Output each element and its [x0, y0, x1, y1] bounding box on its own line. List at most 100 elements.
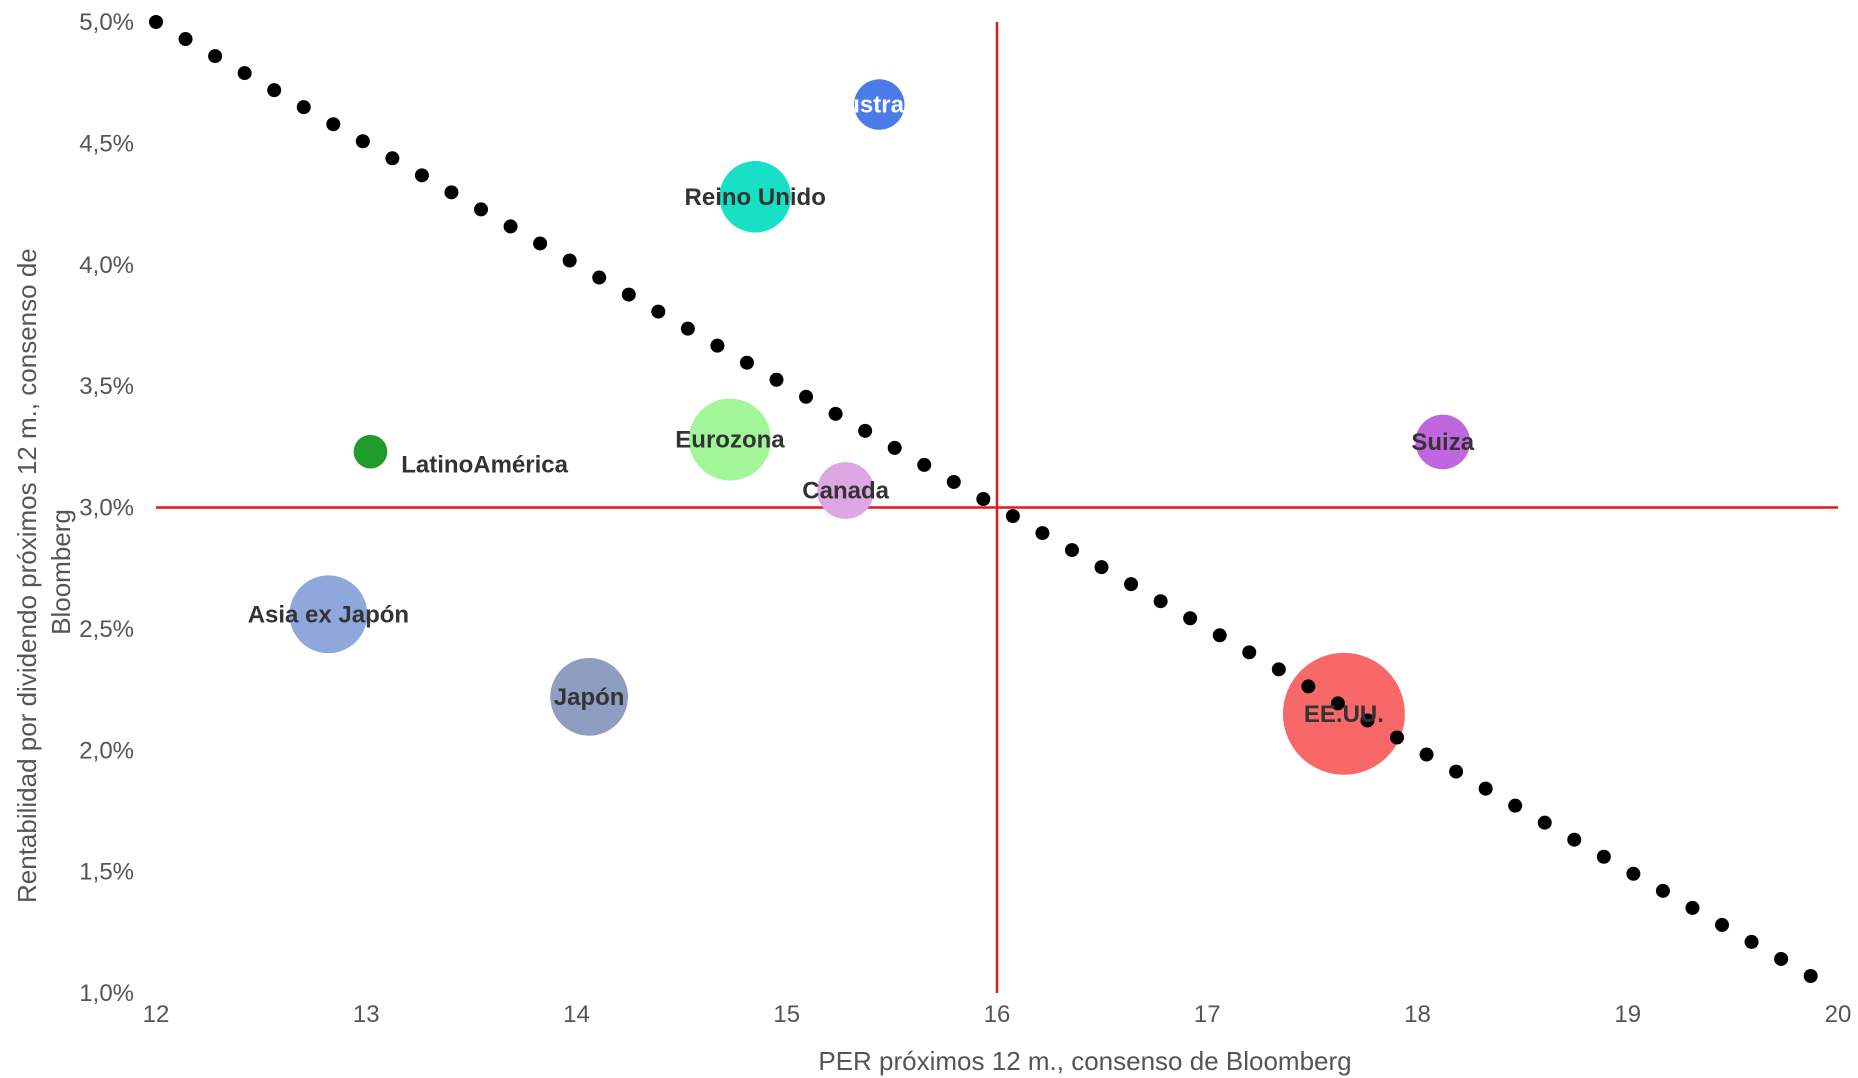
- trend-dot: [296, 100, 311, 115]
- x-tick-label: 18: [1404, 1001, 1431, 1028]
- y-tick-label: 5,0%: [79, 9, 134, 36]
- y-axis-title-line-1: Rentabilidad por dividendo próximos 12 m…: [12, 248, 42, 903]
- trend-dot: [1094, 560, 1109, 575]
- trend-dot: [1478, 781, 1493, 796]
- bubble-australia: [854, 79, 905, 130]
- x-tick-label: 20: [1825, 1001, 1852, 1028]
- trend-dot: [355, 134, 370, 149]
- trend-dot: [828, 406, 843, 421]
- bubble-label: EE.UU.: [1304, 701, 1384, 728]
- trend-dot: [946, 474, 961, 489]
- bubble-jap-n: [550, 657, 629, 736]
- trend-dot: [1774, 951, 1789, 966]
- trend-dot: [1596, 849, 1611, 864]
- trend-line: [149, 15, 1818, 984]
- trend-dot: [533, 236, 548, 251]
- x-axis-title: PER próximos 12 m., consenso de Bloomber…: [818, 1046, 1351, 1076]
- trend-dot: [887, 440, 902, 455]
- trend-dot: [562, 253, 577, 268]
- trend-dot: [710, 338, 725, 353]
- trend-dot: [1064, 543, 1079, 558]
- y-axis-ticks: 1,0% 1,5% 2,0% 2,5% 3,0% 3,5% 4,0% 4,5% 5,0%: [79, 9, 134, 1007]
- trend-dot: [651, 304, 666, 319]
- trend-dot: [267, 83, 282, 98]
- bubble-suiza: [1415, 414, 1471, 470]
- bubble-eurozona: [688, 398, 771, 481]
- trend-dot: [1242, 645, 1257, 660]
- bubbles-layer: [289, 79, 1471, 775]
- trend-dot: [208, 49, 223, 64]
- trend-dot: [1685, 900, 1700, 915]
- trend-dot: [976, 492, 991, 507]
- bubble-label: Asia ex Japón: [248, 601, 409, 628]
- trend-dot: [769, 372, 784, 387]
- trend-dot: [1390, 730, 1405, 745]
- trend-dot: [1005, 509, 1020, 524]
- bubble-label: Reino Unido: [685, 184, 826, 211]
- trend-dot: [1183, 611, 1198, 626]
- y-tick-label: 1,0%: [79, 980, 134, 1007]
- x-tick-label: 14: [563, 1001, 590, 1028]
- bubble-asia-ex-jap-n: [289, 575, 368, 654]
- trend-dot: [1035, 526, 1050, 541]
- trend-dot: [1449, 764, 1464, 779]
- trend-dot: [1715, 917, 1730, 932]
- y-tick-label: 3,5%: [79, 373, 134, 400]
- x-tick-label: 15: [773, 1001, 800, 1028]
- y-tick-label: 1,5%: [79, 859, 134, 886]
- x-tick-label: 13: [353, 1001, 380, 1028]
- y-tick-label: 2,0%: [79, 737, 134, 764]
- x-axis-ticks: 12 13 14 15 16 17 18 19 20: [143, 1001, 1852, 1028]
- trend-dot: [1271, 662, 1286, 677]
- trend-dot: [1360, 713, 1375, 728]
- trend-dot: [1537, 815, 1552, 830]
- bubble-label: Japón: [554, 684, 625, 711]
- trend-dot: [385, 151, 400, 166]
- reference-lines: [156, 22, 1838, 993]
- trend-dot: [621, 287, 636, 302]
- trend-dot: [149, 15, 163, 29]
- bubble-label: Suiza: [1411, 429, 1474, 456]
- trend-dot: [1567, 832, 1582, 847]
- trend-dot: [1212, 628, 1227, 643]
- trend-dot: [1803, 969, 1818, 984]
- trend-dot: [1655, 883, 1670, 898]
- x-tick-label: 19: [1614, 1001, 1641, 1028]
- trend-dot: [1508, 798, 1523, 813]
- trend-dot: [178, 32, 193, 47]
- trend-dot: [1124, 577, 1139, 592]
- trend-dot: [917, 457, 932, 472]
- y-tick-label: 3,0%: [79, 495, 134, 522]
- trend-dot: [1330, 696, 1345, 711]
- trend-dot: [1301, 679, 1316, 694]
- trend-dot: [444, 185, 459, 200]
- bubble-labels-layer: Australia Reino Unido Eurozona Canada Latino…: [248, 92, 1475, 728]
- x-tick-label: 12: [143, 1001, 170, 1028]
- trend-dot: [326, 117, 341, 132]
- y-tick-label: 2,5%: [79, 616, 134, 643]
- trend-dot: [1419, 747, 1434, 762]
- y-axis-title-line-2: Bloomberg: [46, 509, 76, 635]
- y-axis-title: Rentabilidad por dividendo próximos 12 m…: [12, 241, 76, 903]
- trend-dot: [474, 202, 489, 217]
- x-tick-label: 16: [984, 1001, 1011, 1028]
- bubble-label: LatinoAmérica: [401, 451, 568, 478]
- trend-dot: [799, 389, 814, 404]
- bubble-canada: [817, 462, 875, 519]
- trend-dot: [592, 270, 607, 285]
- y-tick-label: 4,5%: [79, 130, 134, 157]
- trend-dot: [503, 219, 518, 234]
- bubble-reino-unido: [719, 161, 791, 233]
- bubble-label: Canada: [802, 478, 889, 505]
- trend-dot: [1153, 594, 1168, 609]
- trend-dot: [680, 321, 695, 336]
- y-tick-label: 4,0%: [79, 252, 134, 279]
- trend-dot: [414, 168, 429, 183]
- trend-dot: [1744, 934, 1759, 949]
- bubble-latinoam-rica: [353, 434, 388, 469]
- trend-dot: [1626, 866, 1641, 881]
- trend-dot: [858, 423, 873, 438]
- bubble-label: Eurozona: [675, 427, 785, 454]
- trend-dot: [237, 66, 252, 81]
